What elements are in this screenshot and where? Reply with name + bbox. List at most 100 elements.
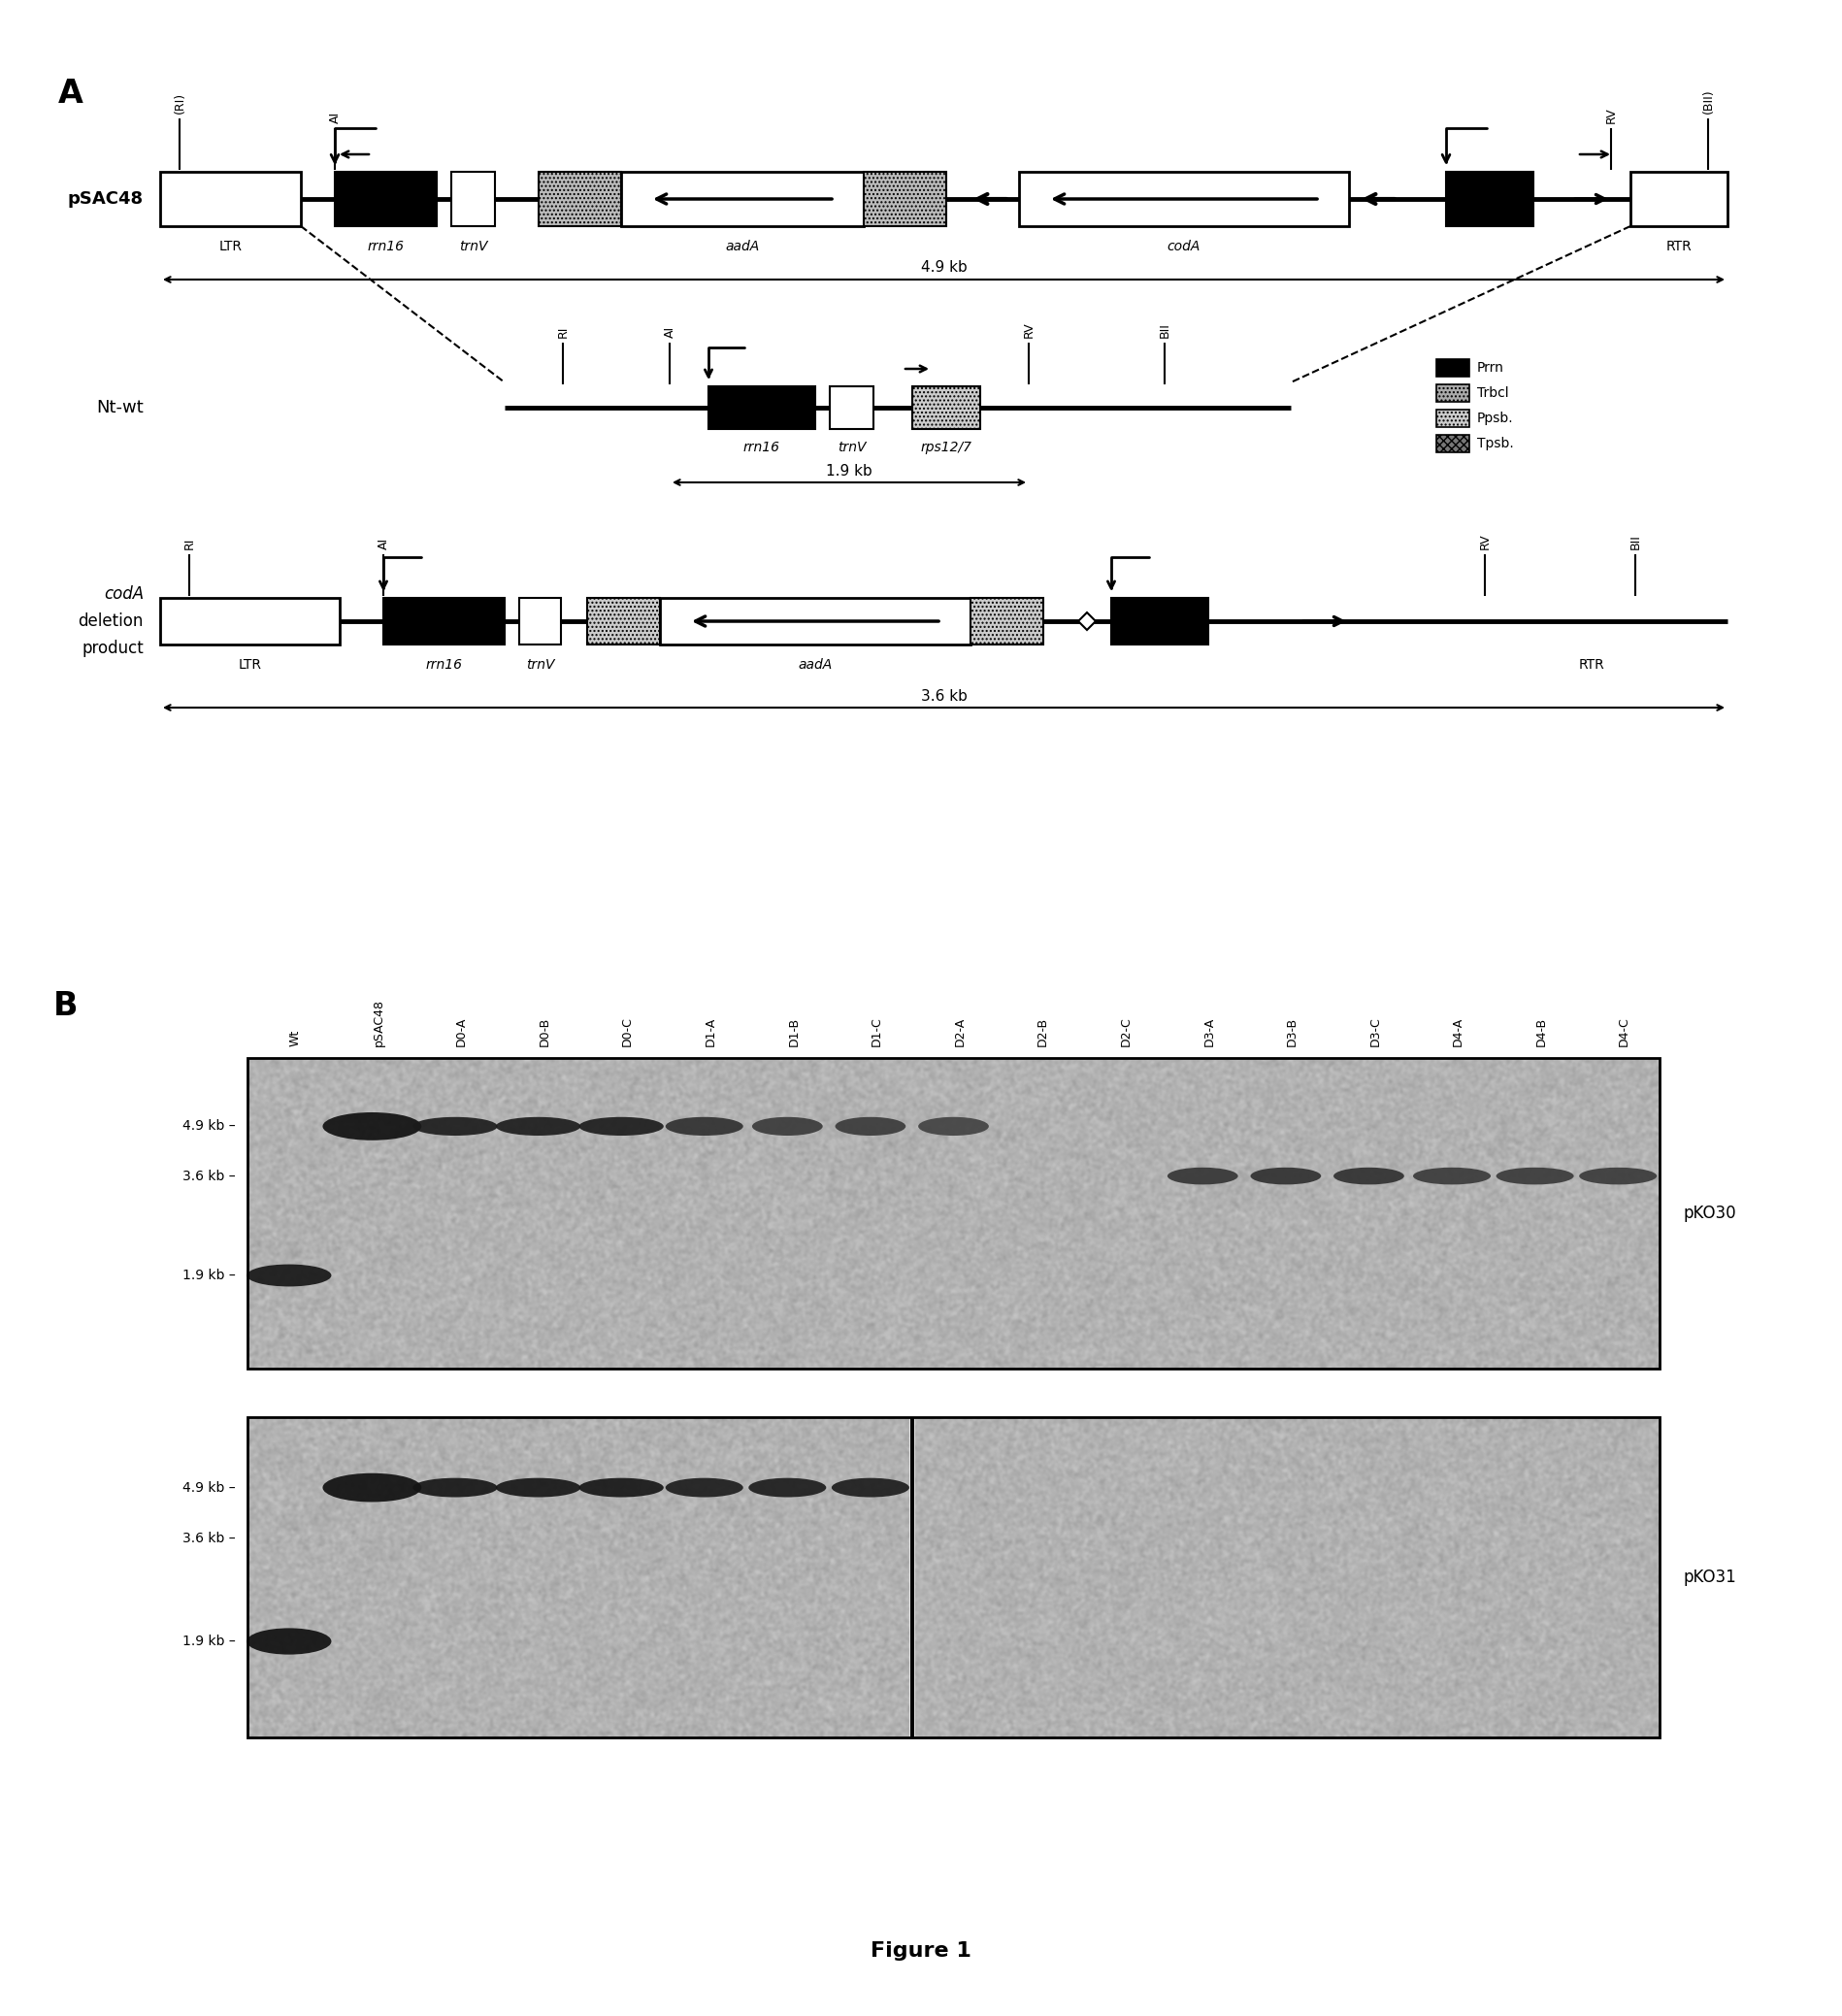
Text: 1.9 kb –: 1.9 kb – [182,1268,236,1282]
Text: Trbcl: Trbcl [1477,387,1509,399]
Ellipse shape [413,1117,497,1135]
Text: 4.9 kb: 4.9 kb [921,260,967,274]
Bar [247,1417,1660,1738]
Bar [1437,435,1470,452]
Ellipse shape [578,1478,663,1498]
Text: 3.6 kb –: 3.6 kb – [182,1169,236,1183]
Text: RTR: RTR [1579,657,1604,671]
Text: LTR: LTR [238,657,262,671]
Text: RI: RI [182,538,195,550]
Text: 1.9 kb –: 1.9 kb – [182,1635,236,1649]
Ellipse shape [413,1478,497,1498]
Ellipse shape [1251,1167,1321,1185]
Bar [621,171,864,226]
Text: B: B [53,990,77,1022]
Text: D2-C: D2-C [1120,1016,1133,1046]
Text: pSAC48: pSAC48 [68,190,144,208]
Text: Prrn: Prrn [1477,361,1505,375]
Text: RV: RV [1022,323,1035,339]
Bar [971,599,1043,645]
Text: Nt-wt: Nt-wt [96,399,144,417]
Text: A: A [59,79,83,109]
Text: 3.6 kb –: 3.6 kb – [182,1532,236,1546]
Ellipse shape [495,1478,580,1498]
Text: D1-B: D1-B [787,1018,799,1046]
Text: 4.9 kb –: 4.9 kb – [182,1482,236,1494]
Text: pSAC48: pSAC48 [372,998,385,1046]
Ellipse shape [495,1117,580,1135]
Ellipse shape [247,1629,332,1655]
Ellipse shape [578,1117,663,1135]
Text: (BII): (BII) [1702,89,1715,113]
Text: BII: BII [1159,323,1172,339]
Text: D1-C: D1-C [871,1016,882,1046]
Text: D3-C: D3-C [1369,1016,1382,1046]
Bar [247,1058,1660,1369]
Bar [864,171,947,226]
Text: D0-C: D0-C [621,1016,634,1046]
Text: 3.6 kb: 3.6 kb [921,689,967,704]
Text: Ppsb.: Ppsb. [1477,411,1514,425]
Text: RV: RV [1604,107,1617,123]
Bar [1437,409,1470,427]
Bar [709,387,816,429]
Text: trnV: trnV [838,442,866,454]
Text: rrn16: rrn16 [426,657,462,671]
Text: D1-A: D1-A [704,1016,717,1046]
Ellipse shape [322,1113,422,1141]
Bar [829,387,873,429]
Text: product: product [81,639,144,657]
Text: D4-B: D4-B [1534,1018,1547,1046]
Text: D0-A: D0-A [455,1016,468,1046]
Ellipse shape [1334,1167,1404,1185]
Text: Figure 1: Figure 1 [871,1941,971,1962]
Ellipse shape [752,1117,823,1135]
Bar [160,171,300,226]
Bar [1437,359,1470,377]
Bar [659,599,971,645]
Text: D3-B: D3-B [1286,1018,1299,1046]
Ellipse shape [1579,1167,1656,1185]
Bar [519,599,562,645]
Bar [1437,385,1470,401]
Text: 1.9 kb: 1.9 kb [825,464,873,478]
Bar [335,171,437,226]
Text: trnV: trnV [525,657,554,671]
Text: RI: RI [556,327,569,339]
Text: (RI): (RI) [173,93,186,113]
Ellipse shape [1168,1167,1238,1185]
Text: D2-A: D2-A [954,1016,965,1046]
Ellipse shape [665,1478,742,1498]
Text: pKO30: pKO30 [1684,1204,1737,1222]
Text: rps12/7: rps12/7 [921,442,973,454]
Text: deletion: deletion [77,613,144,629]
Text: Tpsb.: Tpsb. [1477,437,1514,450]
Text: rrn16: rrn16 [367,240,403,254]
Ellipse shape [748,1478,827,1498]
Text: aadA: aadA [726,240,759,254]
Text: RTR: RTR [1665,240,1693,254]
Text: RV: RV [1479,534,1492,550]
Text: LTR: LTR [219,240,241,254]
Text: codA: codA [103,585,144,603]
Text: aadA: aadA [798,657,833,671]
Text: D0-B: D0-B [538,1016,551,1046]
Bar [160,599,339,645]
Text: D4-A: D4-A [1451,1016,1464,1046]
Text: D3-A: D3-A [1203,1016,1216,1046]
Text: D2-B: D2-B [1037,1018,1050,1046]
Ellipse shape [1496,1167,1573,1185]
Text: D4-C: D4-C [1617,1016,1630,1046]
Text: AI: AI [378,538,391,550]
Bar [912,387,980,429]
Ellipse shape [831,1478,910,1498]
Bar [1446,171,1533,226]
Text: trnV: trnV [459,240,488,254]
Text: pKO31: pKO31 [1684,1568,1737,1587]
Text: rrn16: rrn16 [744,442,781,454]
Bar [451,171,495,226]
Text: BII: BII [1628,534,1641,550]
Ellipse shape [247,1264,332,1286]
Ellipse shape [665,1117,742,1135]
Text: AI: AI [328,111,341,123]
